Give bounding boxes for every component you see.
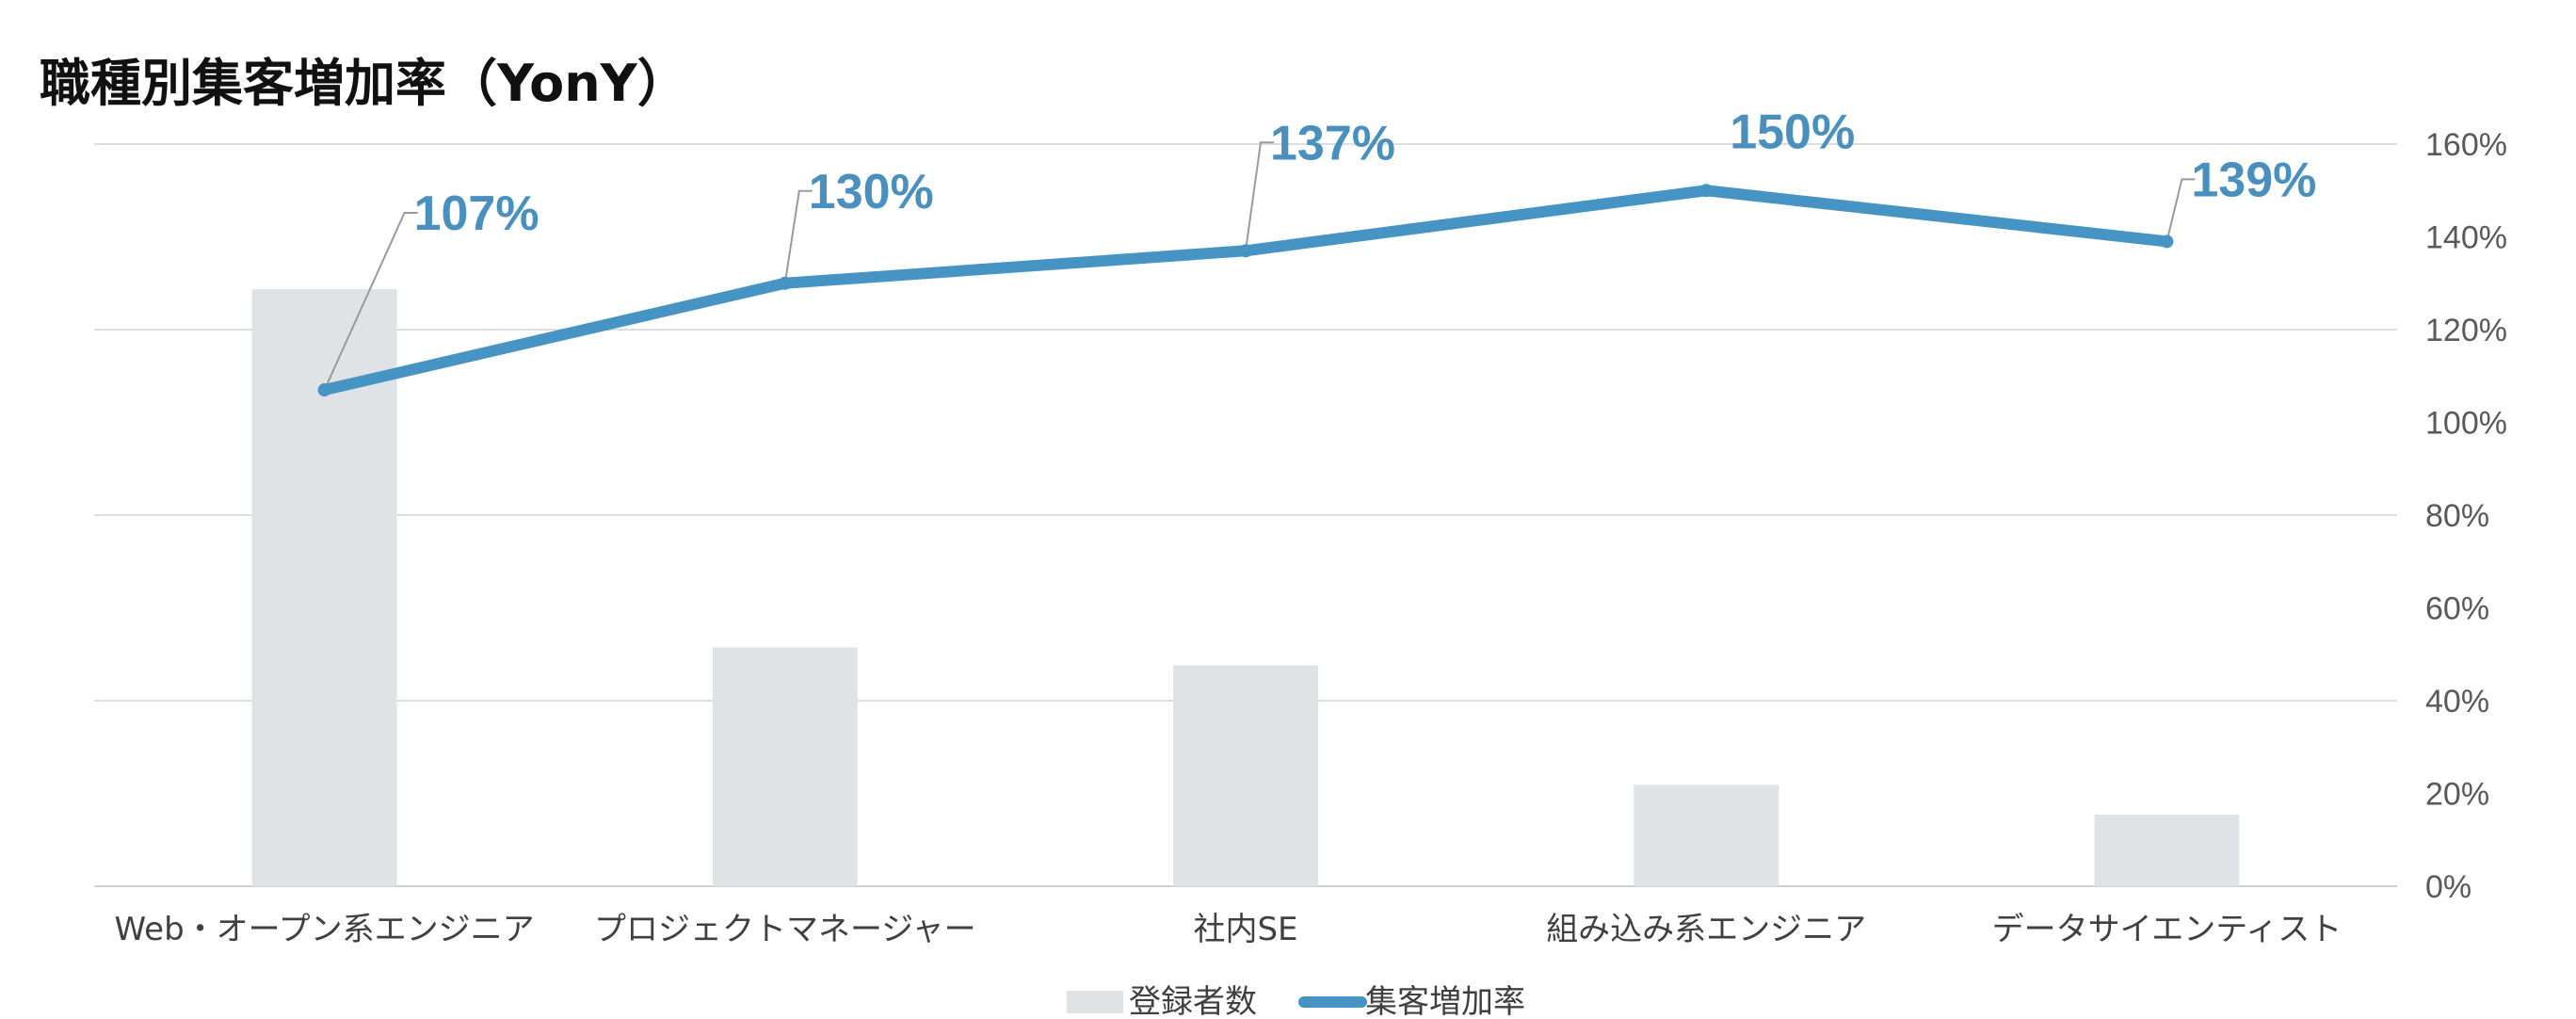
y-tick-label: 0% [2425,869,2471,905]
bar [712,647,858,886]
data-label: 107% [414,186,539,241]
category-label: データサイエンティスト [1992,911,2343,948]
line-series [317,184,2174,397]
bar [2094,814,2240,886]
y-tick-label: 120% [2425,313,2507,348]
y-axis-right: 0% 20% 40% 60% 80% 100% 120% 140% 160% [2425,127,2507,905]
line-point [1699,184,1714,198]
y-tick-label: 140% [2425,220,2507,256]
y-tick-label: 160% [2425,127,2507,163]
bar [1173,665,1318,886]
y-tick-label: 40% [2425,684,2489,720]
legend-label: 登録者数 [1129,983,1257,1019]
data-label: 130% [809,165,934,219]
category-label: Web・オープン系エンジニア [115,911,535,948]
category-label: 組み込み系エンジニア [1546,911,1866,948]
y-tick-label: 80% [2425,498,2489,534]
line-point [778,276,792,290]
leader-line [2165,178,2196,242]
category-label: プロジェクトマネージャー [594,911,976,948]
chart-title: 職種別集客増加率（YonY） [40,54,688,113]
bar [1634,784,1779,886]
leader-line [783,189,813,283]
legend-swatch-bar [1067,991,1123,1013]
y-tick-label: 60% [2425,591,2489,627]
y-tick-label: 20% [2425,777,2489,813]
bar-series [251,289,2240,886]
data-label: 139% [2191,153,2316,207]
line-point [1239,244,1252,258]
data-labels: 107% 130% 137% 150% 139% [414,105,2317,241]
series-line [318,185,2173,396]
label-leader-lines [323,141,2196,391]
x-axis: Web・オープン系エンジニア プロジェクトマネージャー 社内SE 組み込み系エンジニア… [115,911,2343,948]
legend: 登録者数 集客増加率 [1067,983,1525,1019]
category-label: 社内SE [1193,911,1297,948]
leader-line [323,212,418,391]
data-label: 150% [1730,105,1855,159]
line-point [2160,235,2174,249]
data-label: 137% [1270,116,1395,170]
line-point [317,383,331,397]
leader-line [1245,141,1274,251]
y-tick-label: 100% [2425,406,2507,442]
legend-label: 集客増加率 [1365,983,1525,1019]
